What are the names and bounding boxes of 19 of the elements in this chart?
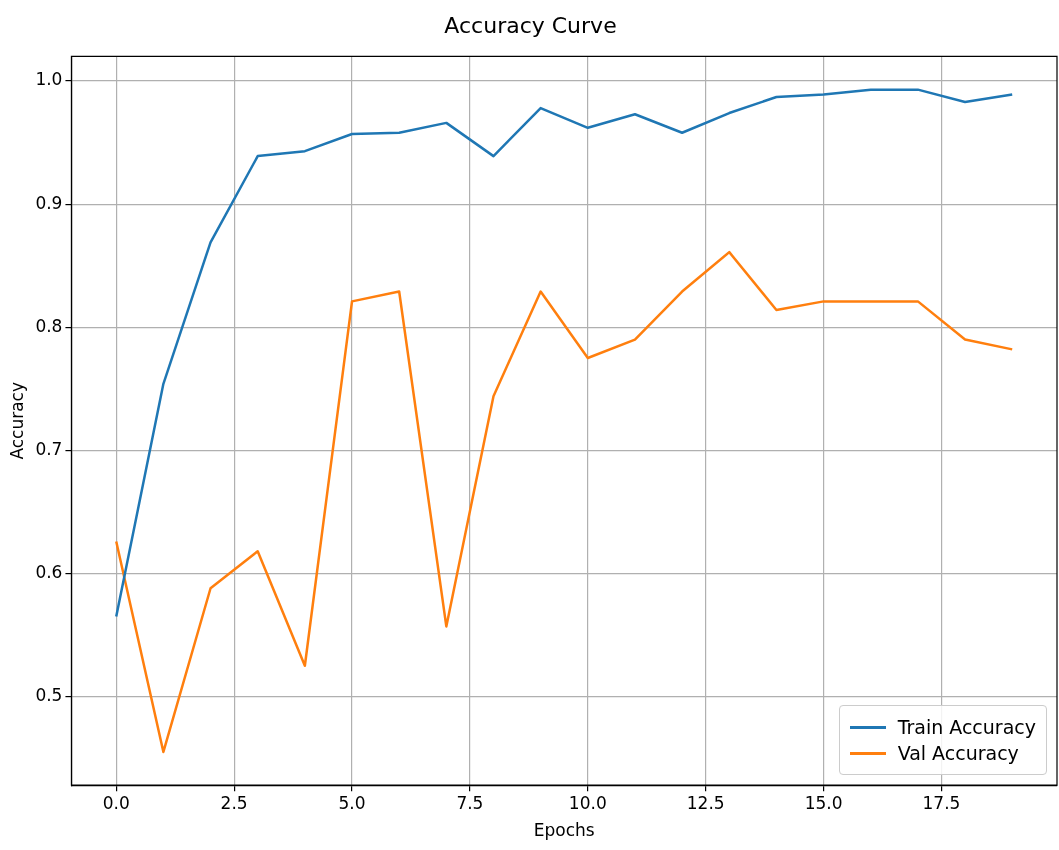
x-tick-label: 2.5 bbox=[220, 792, 248, 813]
chart-title: Accuracy Curve bbox=[444, 12, 617, 38]
y-tick-label: 1.0 bbox=[35, 69, 63, 90]
legend-label: Val Accuracy bbox=[897, 742, 1019, 765]
x-tick-label: 12.5 bbox=[686, 792, 725, 813]
y-tick-label: 0.5 bbox=[35, 684, 63, 705]
x-axis-title: Epochs bbox=[533, 820, 595, 841]
y-tick-label: 0.9 bbox=[35, 192, 63, 213]
legend-label: Train Accuracy bbox=[897, 716, 1036, 739]
y-tick-label: 0.8 bbox=[35, 315, 63, 336]
y-tick-label: 0.6 bbox=[35, 561, 63, 582]
x-tick-label: 7.5 bbox=[456, 792, 484, 813]
x-tick-label: 0.0 bbox=[102, 792, 130, 813]
y-tick-label: 0.7 bbox=[35, 438, 63, 459]
x-tick-label: 10.0 bbox=[568, 792, 607, 813]
x-tick-label: 5.0 bbox=[338, 792, 366, 813]
x-tick-label: 15.0 bbox=[804, 792, 843, 813]
x-tick-label: 17.5 bbox=[922, 792, 961, 813]
y-axis-title: Accuracy bbox=[6, 381, 27, 460]
